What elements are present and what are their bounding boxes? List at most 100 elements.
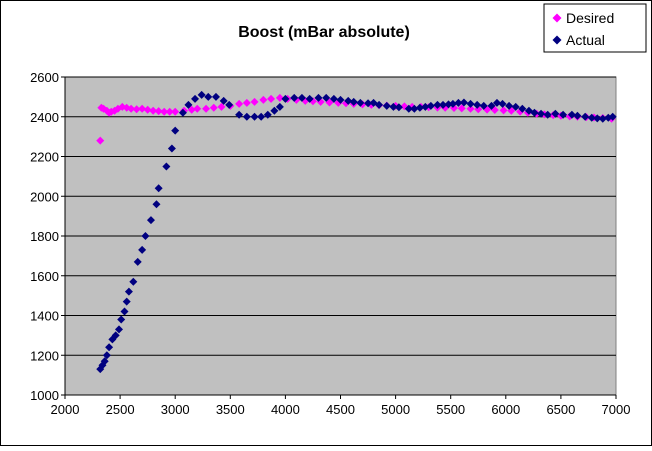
point-actual: [100, 357, 109, 366]
point-actual: [394, 103, 403, 112]
legend-label-desired: Desired: [566, 10, 614, 26]
point-desired: [235, 99, 244, 108]
point-actual: [581, 112, 590, 121]
x-tick-label: 6000: [491, 402, 520, 417]
point-actual: [511, 102, 520, 111]
x-tick-label: 6500: [546, 402, 575, 417]
data-points: [96, 90, 617, 374]
point-actual: [479, 101, 488, 110]
legend-box: [543, 3, 647, 53]
point-actual: [389, 102, 398, 111]
point-actual: [322, 93, 331, 102]
point-actual: [466, 99, 475, 108]
point-actual: [263, 110, 272, 119]
point-desired: [122, 103, 131, 112]
point-actual: [344, 96, 353, 105]
point-actual: [573, 111, 582, 120]
point-actual: [146, 216, 155, 225]
point-actual: [290, 93, 299, 102]
legend: Desired Actual: [543, 3, 647, 53]
point-actual: [415, 103, 424, 112]
x-tick-label: 5000: [381, 402, 410, 417]
point-actual: [305, 94, 314, 103]
x-tick-label: 3000: [161, 402, 190, 417]
legend-label-actual: Actual: [566, 32, 605, 48]
point-actual: [138, 245, 147, 254]
point-desired: [127, 104, 136, 113]
point-desired: [499, 106, 508, 115]
point-actual: [421, 102, 430, 111]
y-tick-label: 2000: [30, 189, 59, 204]
point-actual: [124, 287, 133, 296]
point-desired: [466, 104, 475, 113]
point-desired: [143, 105, 152, 114]
point-desired: [149, 106, 158, 115]
point-actual: [235, 110, 244, 119]
point-actual: [257, 112, 266, 121]
point-actual: [567, 110, 576, 119]
point-desired: [217, 102, 226, 111]
point-desired: [209, 103, 218, 112]
x-tick-label: 4000: [271, 402, 300, 417]
point-actual: [242, 112, 251, 121]
y-tick-label: 2200: [30, 150, 59, 165]
legend-marker-desired: [552, 13, 562, 23]
point-actual: [487, 101, 496, 110]
point-desired: [132, 105, 141, 114]
point-actual: [122, 297, 131, 306]
point-actual: [559, 110, 568, 119]
point-actual: [105, 343, 114, 352]
point-actual: [250, 112, 259, 121]
point-actual: [364, 99, 373, 108]
point-actual: [543, 110, 552, 119]
point-actual: [433, 100, 442, 109]
point-actual: [426, 101, 435, 110]
point-actual: [211, 92, 220, 101]
point-actual: [204, 92, 213, 101]
point-desired: [242, 98, 251, 107]
point-actual: [356, 98, 365, 107]
point-actual: [197, 90, 206, 99]
point-desired: [457, 104, 466, 113]
point-actual: [498, 99, 507, 108]
point-desired: [250, 97, 259, 106]
point-actual: [102, 351, 111, 360]
series-actual: [96, 90, 617, 374]
point-desired: [160, 107, 169, 116]
point-actual: [154, 184, 163, 193]
point-actual: [219, 96, 228, 105]
point-actual: [608, 112, 617, 121]
point-actual: [349, 97, 358, 106]
x-tick-label: 4500: [326, 402, 355, 417]
point-desired: [193, 104, 202, 113]
y-tick-label: 1800: [30, 229, 59, 244]
legend-marker-actual: [552, 35, 562, 45]
y-tick-label: 2600: [30, 70, 59, 85]
point-actual: [111, 331, 120, 340]
point-actual: [438, 100, 447, 109]
point-desired: [267, 94, 276, 103]
point-desired: [171, 107, 180, 116]
point-actual: [184, 100, 193, 109]
x-tick-label: 3500: [216, 402, 245, 417]
point-actual: [404, 104, 413, 113]
point-actual: [551, 109, 560, 118]
point-actual: [297, 93, 306, 102]
grid-lines: [65, 76, 616, 356]
point-actual: [410, 104, 419, 113]
point-actual: [375, 100, 384, 109]
point-actual: [114, 325, 123, 334]
point-actual: [587, 113, 596, 122]
point-actual: [167, 144, 176, 153]
point-desired: [275, 93, 284, 102]
point-actual: [152, 200, 161, 209]
point-actual: [598, 114, 607, 123]
point-desired: [138, 104, 147, 113]
point-actual: [593, 114, 602, 123]
point-actual: [120, 307, 129, 316]
point-actual: [473, 100, 482, 109]
y-tick-label: 1000: [30, 388, 59, 403]
y-tick-label: 1600: [30, 269, 59, 284]
x-tick-label: 5500: [436, 402, 465, 417]
point-actual: [133, 257, 142, 266]
